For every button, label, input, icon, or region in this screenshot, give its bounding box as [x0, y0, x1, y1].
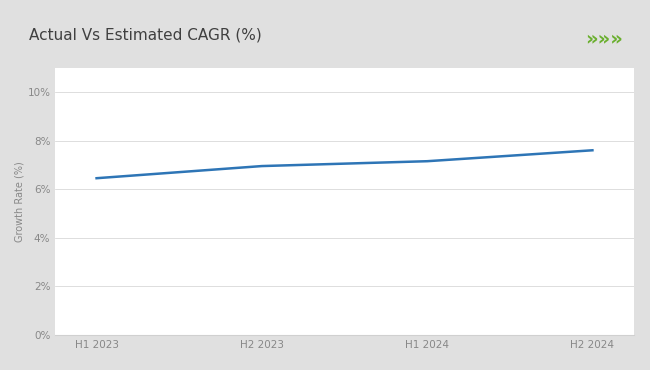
Y-axis label: Growth Rate (%): Growth Rate (%) — [14, 161, 25, 242]
Text: »»»: »»» — [586, 29, 623, 48]
Text: Actual Vs Estimated CAGR (%): Actual Vs Estimated CAGR (%) — [29, 27, 261, 43]
